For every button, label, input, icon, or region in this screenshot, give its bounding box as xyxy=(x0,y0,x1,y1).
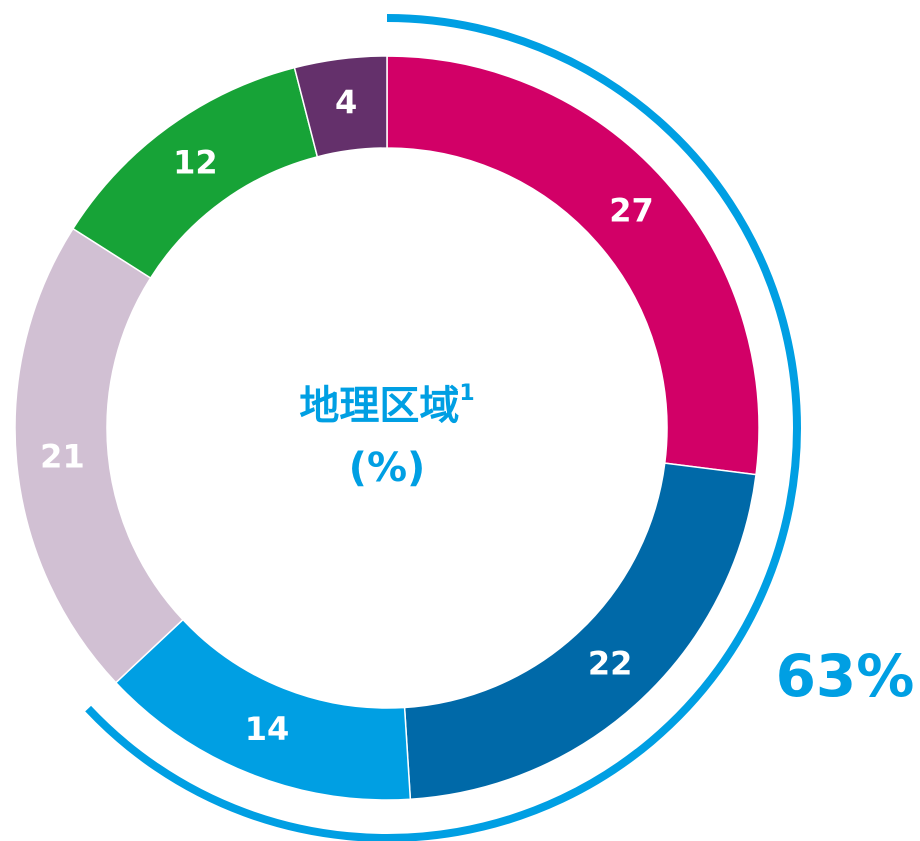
title-footnote: 1 xyxy=(459,381,474,406)
chart-title: 地理区域 xyxy=(299,383,459,429)
donut-segment xyxy=(403,462,757,801)
chart-title-wrap: 地理区域1 xyxy=(299,381,474,429)
chart-subtitle: (%) xyxy=(349,445,426,491)
annotation-arc xyxy=(85,14,801,841)
segment-label: 22 xyxy=(588,645,633,683)
segment-label: 12 xyxy=(173,143,218,181)
donut-segment xyxy=(293,55,388,158)
annotation-label: 63% xyxy=(776,642,915,710)
segment-label: 21 xyxy=(40,438,85,476)
segment-label: 4 xyxy=(335,84,357,122)
segment-label: 27 xyxy=(609,191,654,229)
segment-label: 14 xyxy=(245,710,290,748)
donut-segment xyxy=(386,55,760,476)
